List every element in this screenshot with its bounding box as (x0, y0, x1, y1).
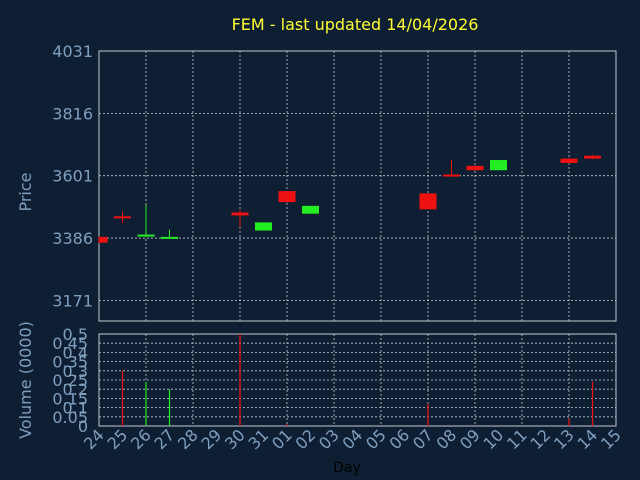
volume-tick-labels: 00.050.10.150.20.250.30.350.40.450.5 (52, 325, 88, 436)
volume-tick-label: 0.15 (52, 389, 88, 408)
candle-body (255, 222, 272, 231)
candle-body (560, 158, 578, 163)
candle (255, 222, 272, 231)
price-tick-label: 3386 (52, 229, 93, 248)
candle-body (278, 191, 296, 203)
volume-tick-label: 0.4 (63, 343, 88, 362)
candle-body (419, 193, 437, 210)
candle (231, 209, 249, 227)
day-tick-label: 15 (597, 425, 625, 453)
candle (278, 191, 296, 203)
candle (490, 159, 507, 171)
price-tick-label: 4031 (52, 42, 93, 61)
volume-tick-label: 0.1 (63, 399, 88, 418)
price-tick-label: 3601 (52, 167, 93, 186)
day-tick-labels: 2425262728293031010203040506070809101112… (80, 425, 625, 453)
candle-body (584, 155, 601, 159)
volume-tick-label: 0.45 (52, 334, 88, 353)
day-axis-label: Day (333, 460, 361, 476)
candle-body (302, 205, 319, 214)
volume-tick-label: 0.25 (52, 371, 88, 390)
candle (443, 160, 460, 177)
price-tick-label: 3816 (52, 104, 93, 123)
volume-tick-label: 0.05 (52, 408, 88, 427)
volume-tick-label: 0.5 (63, 325, 88, 344)
price-tick-label: 3171 (52, 291, 93, 310)
volume-tick-label: 0.2 (63, 380, 88, 399)
candle (466, 165, 484, 171)
candle (114, 211, 131, 223)
chart-title: FEM - last updated 14/04/2026 (232, 15, 479, 34)
candle (137, 204, 155, 237)
candle (302, 205, 319, 214)
candle (419, 193, 437, 210)
candle (98, 236, 108, 244)
volume-tick-label: 0.35 (52, 353, 88, 372)
candles (98, 155, 601, 244)
volume-axis-label: Volume (0000) (16, 321, 35, 439)
candle (161, 229, 178, 239)
candle (584, 155, 601, 160)
candle-body (161, 236, 178, 239)
candle-body (137, 234, 155, 237)
candle (560, 158, 578, 164)
price-tick-labels: 3171 3386 3601 3816 4031 (52, 42, 93, 310)
candle-body (114, 216, 131, 219)
price-axis-label: Price (16, 172, 35, 211)
volume-bars (121, 334, 594, 426)
candle-body (490, 160, 507, 171)
volume-tick-label: 0.3 (63, 362, 88, 381)
candle-body (466, 165, 484, 171)
volume-tick-label: 0 (78, 417, 88, 436)
candle-body (231, 212, 249, 216)
candle-body (99, 236, 108, 243)
price-grid (99, 50, 617, 321)
price-panel (98, 50, 617, 322)
candle-body (443, 174, 460, 177)
